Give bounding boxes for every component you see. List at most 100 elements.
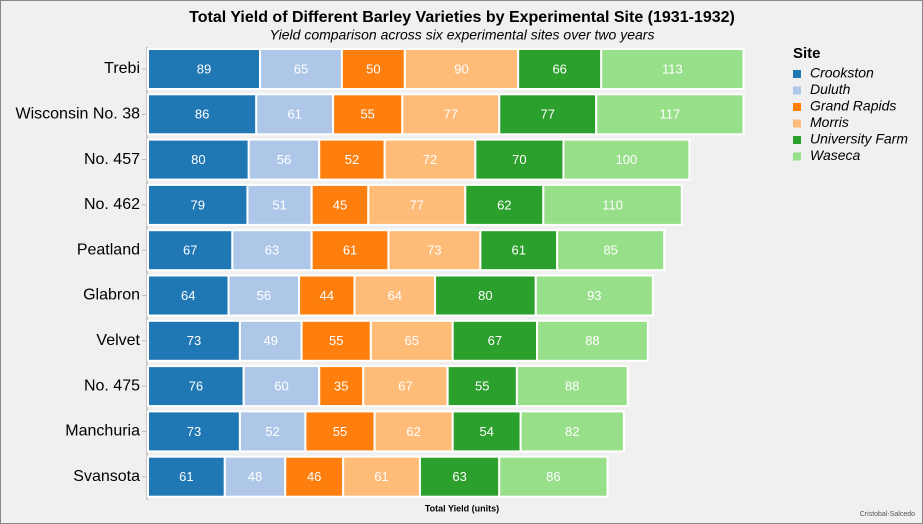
bar-segment [310,229,390,272]
bar-segment [238,319,303,362]
bar-segment [340,48,406,90]
bar-segment [318,365,365,408]
data-label: 66 [552,61,566,76]
data-label: 93 [587,288,601,303]
bar-segment [418,455,501,498]
data-label: 89 [197,61,211,76]
data-label: 55 [333,424,347,439]
data-label: 62 [406,424,420,439]
y-tick-label: No. 475 [84,377,140,394]
data-label: 72 [423,152,437,167]
y-tick-label: Trebi [104,60,140,77]
data-label: 49 [264,333,278,348]
bar-segment [147,93,258,136]
legend-swatch [793,152,801,161]
bar-segment [562,138,691,181]
data-label: 54 [479,424,493,439]
data-label: 44 [320,288,334,303]
legend-label: Crookston [810,65,874,81]
data-label: 86 [195,107,209,122]
bar-segment [534,274,654,317]
data-label: 65 [294,61,308,76]
legend-swatch [793,136,801,144]
data-label: 46 [307,469,321,484]
data-label: 77 [410,197,424,212]
bar-segment [600,48,745,90]
bar-segment [373,410,454,453]
data-label: 65 [405,333,419,348]
data-label: 67 [398,379,412,394]
bar-segment [498,93,598,136]
data-label: 61 [179,469,193,484]
data-label: 52 [345,152,359,167]
data-label: 113 [662,61,683,76]
bar-segment [542,183,683,226]
data-label: 48 [248,469,262,484]
y-tick-label: Manchuria [65,423,140,440]
bar-segment [147,455,226,498]
bar-segment [556,229,666,272]
data-label: 88 [585,333,599,348]
bar-segment [304,410,376,453]
y-tick-label: No. 457 [84,151,140,168]
data-label: 86 [546,469,560,484]
bar-segment [242,365,321,408]
bar-segment [595,93,745,136]
y-tick-label: No. 462 [84,196,140,213]
data-label: 67 [488,333,502,348]
bar-segment [147,274,230,317]
data-label: 88 [565,379,579,394]
y-tick-label: Velvet [96,332,140,349]
bar-segment [259,48,343,90]
legend-label: Grand Rapids [810,98,896,114]
bar-segment [223,455,287,498]
bar-segment [147,229,234,272]
data-label: 63 [265,243,279,258]
bar-segment [284,455,345,498]
bar-segment [451,319,539,362]
data-label: 110 [602,197,623,212]
bar-segment [451,410,522,453]
y-tick-label: Wisconsin No. 38 [16,106,141,123]
bar-segment [147,365,245,408]
data-label: 100 [616,152,638,167]
data-label: 79 [190,197,204,212]
data-label: 76 [189,379,203,394]
x-axis-label: Total Yield (units) [425,503,499,513]
data-label: 77 [444,107,458,122]
bar-segment [367,183,467,226]
bar-segment [300,319,372,362]
data-label: 51 [272,197,286,212]
data-label: 56 [257,288,271,303]
bar-segment [332,93,404,136]
data-label: 61 [287,107,301,122]
legend-swatch [793,70,801,78]
y-tick-label: Peatland [77,241,140,258]
data-label: 67 [183,243,197,258]
bar-segment [231,229,313,272]
bar-segment [246,183,313,226]
credit: Cristobal-Salcedo [860,511,915,518]
legend-swatch [793,86,801,95]
data-label: 70 [512,152,526,167]
data-label: 117 [659,107,680,122]
data-label: 55 [360,107,374,122]
data-label: 63 [452,469,466,484]
bar-segment [298,274,356,317]
data-label: 55 [475,379,489,394]
bar-segment [227,274,301,317]
data-label: 50 [366,61,380,76]
bar-segment [519,410,625,453]
data-label: 73 [187,424,201,439]
data-label: 62 [497,197,511,212]
data-label: 52 [265,424,279,439]
bar-segment [474,138,565,181]
data-label: 73 [427,243,441,258]
data-label: 80 [191,152,205,167]
legend-label: University Farm [810,131,908,147]
data-label: 90 [454,61,468,76]
data-label: 45 [333,197,347,212]
legend-swatch [793,103,801,111]
bar-segment [369,319,454,362]
